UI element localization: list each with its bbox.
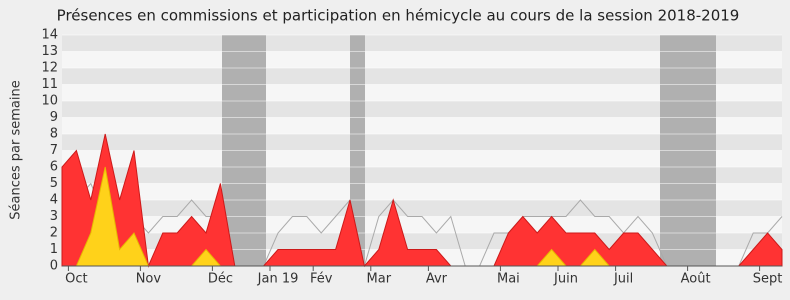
y-tick-label: 4: [50, 193, 58, 208]
y-tick-label: 9: [50, 110, 58, 125]
y-tick-label: 12: [41, 61, 58, 76]
y-tick-label: 10: [41, 94, 58, 109]
y-tick-label: 2: [50, 226, 58, 241]
x-tick-label: Mai: [497, 272, 520, 287]
y-tick-label: 1: [50, 242, 58, 257]
y-tick-label: 14: [41, 28, 58, 43]
chart-title: Présences en commissions et participatio…: [57, 7, 740, 25]
x-tick-label: Jan 19: [257, 272, 299, 287]
x-tick-label: Août: [681, 272, 711, 287]
x-tick-label: Fév: [310, 272, 333, 287]
x-tick-label: Nov: [136, 272, 162, 287]
x-tick-label: Avr: [426, 272, 448, 287]
y-tick-label: 7: [50, 143, 58, 158]
y-tick-label: 6: [50, 160, 58, 175]
x-tick-label: Mar: [367, 272, 392, 287]
x-tick-label: Juin: [553, 272, 578, 287]
commission-line: [61, 182, 783, 267]
x-tick-label: Sept: [753, 272, 783, 287]
y-tick-label: 3: [50, 209, 58, 224]
x-tick-label: Déc: [208, 272, 233, 287]
y-tick-label: 5: [50, 176, 58, 191]
x-tick-label: Oct: [65, 272, 87, 287]
y-tick-label: 11: [41, 77, 58, 92]
y-tick-label: 13: [41, 44, 58, 59]
y-axis-label: Séances par semaine: [9, 80, 24, 219]
y-tick-label: 8: [50, 127, 58, 142]
y-tick-label: 0: [50, 259, 58, 274]
x-tick-label: Juil: [613, 272, 633, 287]
